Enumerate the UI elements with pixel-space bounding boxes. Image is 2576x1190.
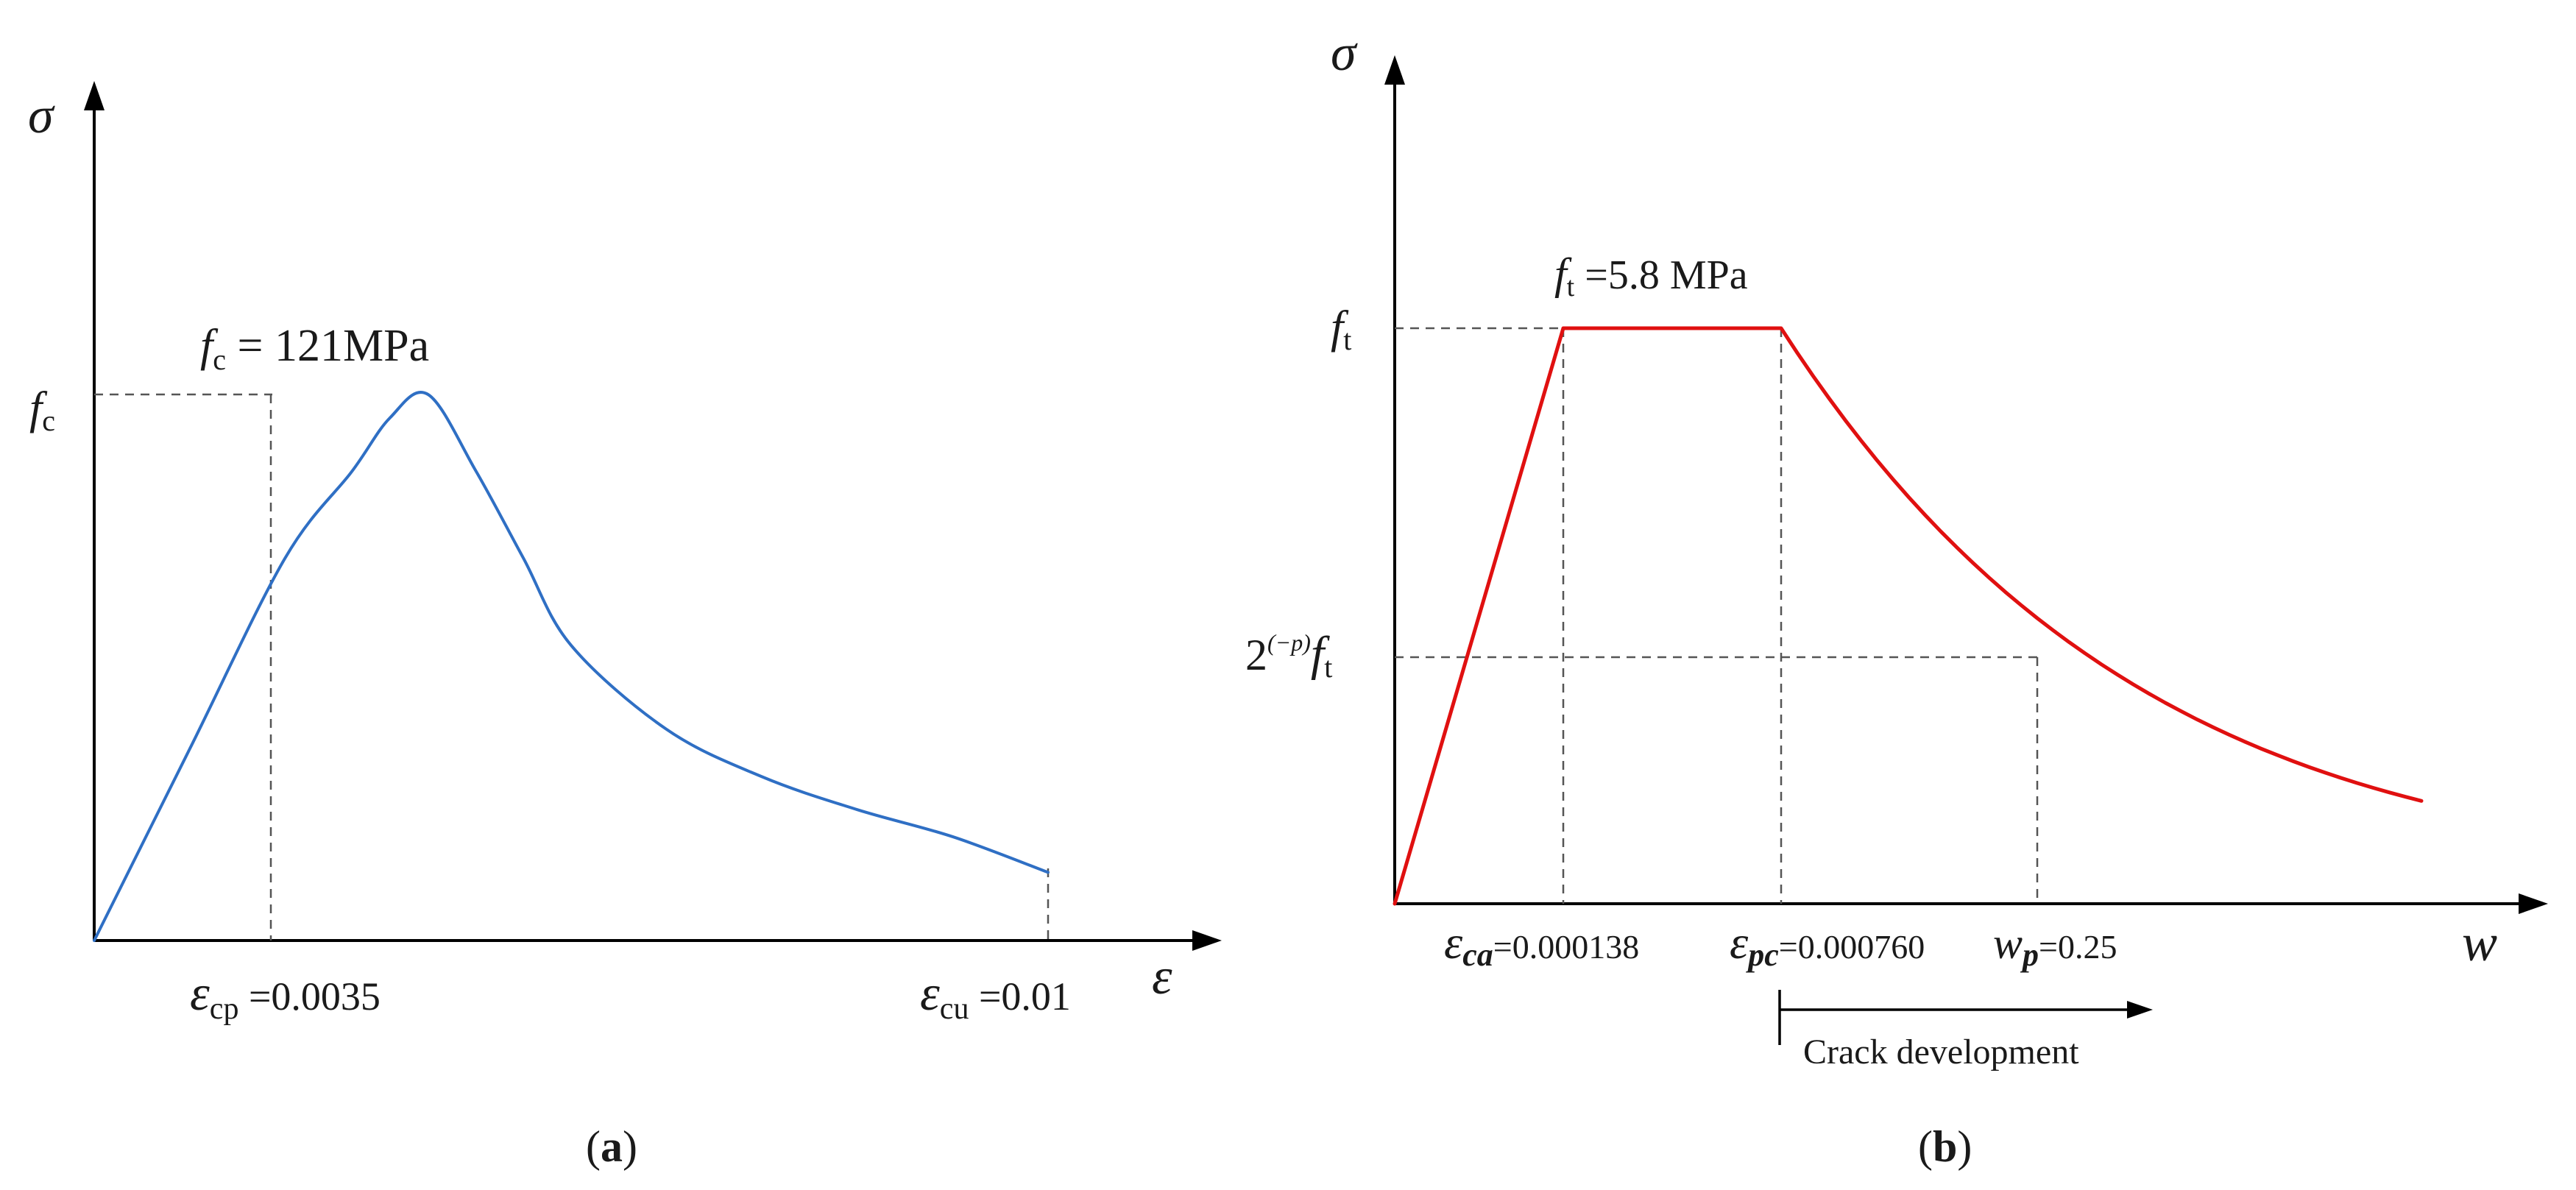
panel-b-x-arrow bbox=[2519, 893, 2548, 914]
panel-a-eps-cu-label: εcu =0.01 bbox=[920, 965, 1071, 1026]
panel-b-wp-label: wp=0.25 bbox=[1993, 919, 2117, 973]
panel-b-peak-annotation: ft =5.8 MPa bbox=[1554, 249, 1748, 302]
panel-b-lower-axis-label: 2(−p)ft bbox=[1245, 627, 1332, 684]
panel-b: σ w ft 2(−p)ft ft =5.8 MPa εca=0.000138 … bbox=[1245, 25, 2548, 1171]
panel-b-eps-ca-label: εca=0.000138 bbox=[1444, 916, 1639, 973]
panel-b-y-arrow bbox=[1384, 55, 1405, 85]
panel-a: σ ε fc fc = 121MPa εcp =0.0035 εcu =0.01… bbox=[28, 81, 1222, 1171]
panel-a-fc-axis-label: fc bbox=[29, 383, 55, 437]
panel-a-x-arrow bbox=[1192, 930, 1222, 951]
panel-a-y-arrow bbox=[84, 81, 105, 110]
panel-a-peak-annotation: fc = 121MPa bbox=[200, 321, 429, 376]
panel-a-y-label: σ bbox=[28, 88, 55, 144]
panel-a-caption: (a) bbox=[586, 1122, 637, 1171]
panel-b-caption: (b) bbox=[1918, 1122, 1972, 1171]
panel-a-stress-strain-curve bbox=[93, 391, 1050, 942]
panel-b-y-label: σ bbox=[1331, 25, 1358, 82]
panel-b-crack-arrowhead bbox=[2127, 1001, 2153, 1019]
panel-b-ft-axis-label: ft bbox=[1331, 302, 1351, 356]
panel-b-tension-softening-curve bbox=[1393, 326, 2424, 906]
panel-b-crack-label: Crack development bbox=[1803, 1033, 2079, 1072]
panel-a-eps-cp-label: εcp =0.0035 bbox=[190, 965, 381, 1026]
panel-b-x-label: w bbox=[2462, 913, 2497, 972]
panel-b-eps-pc-label: εpc=0.000760 bbox=[1730, 916, 1925, 973]
panel-a-x-label: ε bbox=[1152, 949, 1172, 1005]
